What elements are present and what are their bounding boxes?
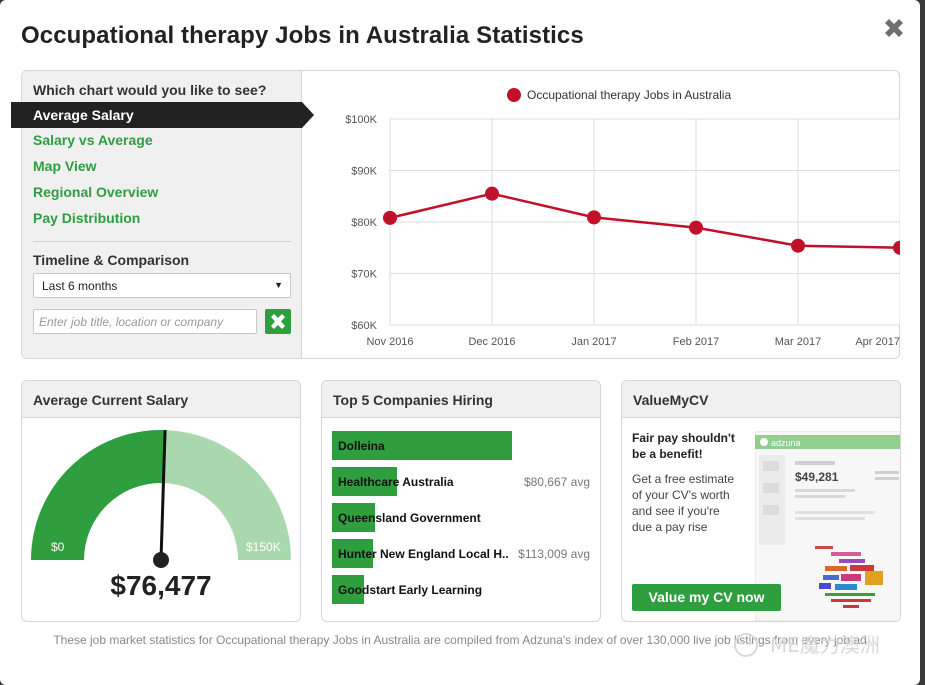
x-tick-label: Mar 2017 [775,336,821,348]
gauge-hub [153,552,169,568]
company-name: Dolleina [338,439,385,453]
comparison-search-input[interactable] [33,309,257,334]
card-title: Top 5 Companies Hiring [333,392,493,408]
company-row[interactable]: Goodstart Early Learning [332,575,590,604]
clear-x-icon [271,314,285,329]
card-title: Average Current Salary [33,392,189,408]
gauge-max-label: $150K [246,540,281,554]
company-row[interactable]: Hunter New England Local H.. $113,009 avg [332,539,590,568]
gauge-remaining-arc [163,430,291,560]
menu-divider [33,241,291,242]
timeline-heading: Timeline & Comparison [33,252,190,268]
company-row[interactable]: Dolleina [332,431,590,460]
caret-down-icon: ▼ [274,280,283,290]
chart-panel: Which chart would you like to see? Avera… [11,70,900,359]
company-bar [332,575,364,604]
card-header: Average Current Salary [22,381,300,418]
preview-value: $49,281 [795,470,839,484]
card-header: ValueMyCV [622,381,900,418]
watermark-text: ME魔力澳洲 [770,633,880,657]
average-salary-value: $76,477 [110,570,212,601]
company-row[interactable]: Healthcare Australia $80,667 avg [332,467,590,496]
company-name: Healthcare Australia [338,475,454,489]
card-header: Top 5 Companies Hiring [322,381,600,418]
value-my-cv-card: ValueMyCV Fair pay shouldn't be a benefi… [621,380,901,622]
menu-item-regional-overview[interactable]: Regional Overview [33,184,159,200]
menu-item-pay-distribution[interactable]: Pay Distribution [33,210,141,226]
top-companies-card: Top 5 Companies Hiring Dolleina Healthcar… [321,380,601,622]
data-point[interactable] [383,210,397,225]
data-point[interactable] [587,210,601,225]
company-avg-salary: $113,009 avg [518,547,590,561]
cv-description: Get a free estimate of your CV's worth a… [632,472,735,534]
legend-label: Occupational therapy Jobs in Australia [527,88,731,102]
company-row[interactable]: Queensland Government [332,503,590,532]
data-point[interactable] [791,238,805,253]
company-name: Queensland Government [338,511,481,525]
wechat-watermark: ME魔力澳洲 [728,628,903,660]
x-tick-label: Apr 2017 [855,336,900,348]
timeline-select-value: Last 6 months [42,279,118,293]
x-tick-label: Feb 2017 [673,336,719,348]
preview-brand: adzuna [771,438,801,448]
chart-menu: Which chart would you like to see? Avera… [11,71,314,358]
cv-benefit-heading: Fair pay shouldn't be a benefit! [632,431,735,461]
average-salary-card: Average Current Salary $0 $150K $76,477 [21,380,301,622]
value-my-cv-button[interactable]: Value my CV now [632,584,781,611]
y-tick-label: $90K [351,166,377,178]
company-name: Hunter New England Local H.. [338,547,509,561]
company-bar [332,467,397,496]
company-bar [332,431,512,460]
y-tick-label: $60K [351,320,377,332]
data-point[interactable] [485,186,499,201]
menu-heading: Which chart would you like to see? [33,82,267,98]
card-title: ValueMyCV [633,392,709,408]
company-avg-salary: $80,667 avg [523,475,590,489]
salary-line-chart: $100K $90K $80K $70K $60K Nov 2016 Dec 2016 Jan… [303,71,900,358]
x-tick-label: Dec 2016 [468,336,515,348]
y-tick-label: $100K [345,114,377,126]
clear-search-button[interactable] [265,309,291,334]
menu-item-salary-vs-average[interactable]: Salary vs Average [33,132,153,148]
x-tick-label: Jan 2017 [571,336,616,348]
company-bar [332,503,375,532]
y-tick-label: $70K [351,269,377,281]
x-tick-label: Nov 2016 [366,336,413,348]
y-tick-label: $80K [351,217,377,229]
gauge-needle [159,430,167,561]
company-bar [332,539,373,568]
modal-title: Occupational therapy Jobs in Australia S… [21,22,584,49]
close-icon[interactable] [881,15,907,41]
salary-gauge [31,430,291,568]
legend-marker [507,88,521,102]
gauge-filled-arc [31,430,166,560]
menu-item-label: Average Salary [33,107,134,123]
line-chart-svg: $100K $90K $80K $70K $60K Nov 2016 Dec 2016 Jan… [345,88,900,348]
menu-item-average-salary[interactable]: Average Salary [11,102,314,128]
footer-note: These job market statistics for Occupati… [53,633,867,647]
company-name: Goodstart Early Learning [338,583,483,597]
gauge-min-label: $0 [51,540,65,554]
timeline-select[interactable]: Last 6 months ▼ [33,273,291,298]
series-line [389,192,900,249]
data-point[interactable] [689,220,703,235]
menu-item-map-view[interactable]: Map View [33,158,97,174]
data-point[interactable] [893,240,900,255]
